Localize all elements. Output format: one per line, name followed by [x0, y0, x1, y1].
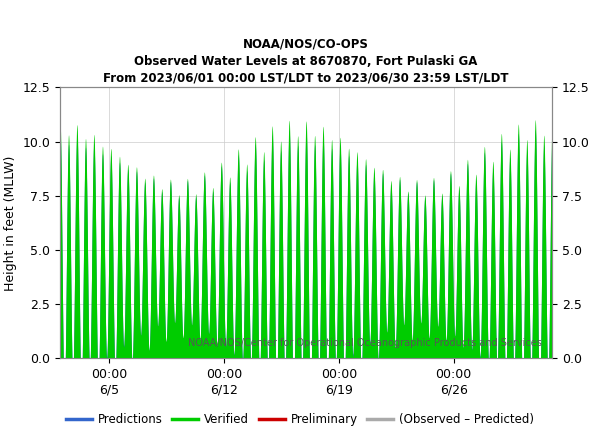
Title: NOAA/NOS/CO-OPS
Observed Water Levels at 8670870, Fort Pulaski GA
From 2023/06/0: NOAA/NOS/CO-OPS Observed Water Levels at… — [103, 38, 509, 85]
Text: NOAA/NOS/Center for Operational Oceanographic Products and Services: NOAA/NOS/Center for Operational Oceanogr… — [188, 337, 542, 347]
Legend: Predictions, Verified, Preliminary, (Observed – Predicted): Predictions, Verified, Preliminary, (Obs… — [61, 409, 539, 431]
Y-axis label: Height in feet (MLLW): Height in feet (MLLW) — [4, 155, 17, 291]
